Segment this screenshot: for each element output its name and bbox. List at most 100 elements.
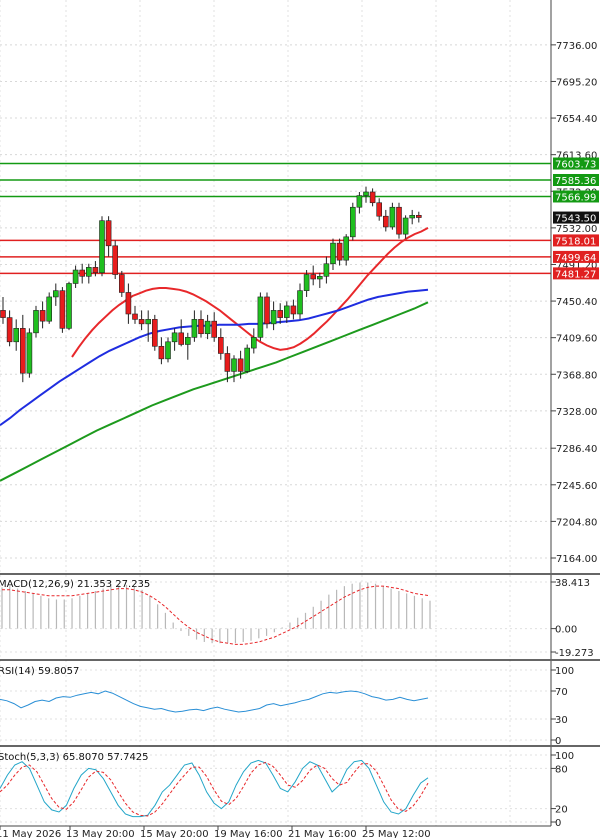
rsi-tick-label: 0 xyxy=(555,736,561,747)
candle-body xyxy=(171,332,178,343)
candle-body xyxy=(382,215,389,228)
candle-body xyxy=(211,320,217,338)
macd-tick-label: -19.273 xyxy=(555,648,594,659)
price-tick-label: 7695.20 xyxy=(556,77,597,88)
candle-body xyxy=(336,242,343,261)
candle-body xyxy=(165,341,171,360)
candle-body xyxy=(264,296,270,325)
macd-histogram xyxy=(1,582,431,644)
stoch-k-line xyxy=(0,759,429,818)
time-label: 15 May 20:00 xyxy=(140,829,209,838)
resistance-label-box xyxy=(553,173,599,186)
rsi-axis-ticks: 100 70 30 0 xyxy=(551,666,574,747)
candle-body xyxy=(33,310,39,334)
candle-body xyxy=(152,319,158,347)
time-axis-labels: 11 May 2026 13 May 20:00 15 May 20:00 19 Ma… xyxy=(0,826,431,838)
candle-body xyxy=(396,206,402,235)
macd-tick-label: 38.413 xyxy=(555,578,590,589)
price-tick-label: 7368.80 xyxy=(556,370,597,381)
candle-body xyxy=(231,358,237,372)
time-label: 21 May 16:00 xyxy=(288,829,357,838)
candle-body xyxy=(105,220,112,247)
candle-body xyxy=(145,319,151,325)
candle-body xyxy=(310,274,317,280)
candle-body xyxy=(178,332,184,345)
support-label-box xyxy=(553,267,599,280)
stoch-label: Stoch(5,3,3) 65.8070 57.7425 xyxy=(0,752,149,763)
candle-body xyxy=(277,310,284,318)
resistance-label-box xyxy=(553,157,599,170)
price-tick-label: 7245.60 xyxy=(556,481,597,492)
candle-body xyxy=(316,276,323,280)
macd-tick-label: 0.00 xyxy=(555,625,577,636)
price-tick-label: 7613.60 xyxy=(556,151,597,162)
macd-signal-line xyxy=(2,585,431,645)
candle-body xyxy=(79,269,85,277)
price-tick-label: 7450.40 xyxy=(556,297,597,308)
macd-label: MACD(12,26,9) 21.353 27.235 xyxy=(0,579,150,590)
price-axis-ticks: 7736.007695.207654.407613.607572.807532.… xyxy=(551,41,597,565)
candle-body xyxy=(204,320,211,335)
stoch-tick-label: 0 xyxy=(555,818,561,829)
price-tick-label: 7409.60 xyxy=(556,334,597,345)
current-price-box xyxy=(553,211,599,224)
candle-body xyxy=(224,353,231,372)
moving-average-line xyxy=(71,227,429,358)
macd-grid xyxy=(0,581,551,653)
candle-body xyxy=(323,263,330,277)
rsi-label: RSI(14) 59.8057 xyxy=(0,666,79,677)
candle-body xyxy=(185,337,191,345)
time-label: 19 May 16:00 xyxy=(214,829,283,838)
resistance-label: 7603.73 xyxy=(555,160,596,171)
candle-body xyxy=(270,310,277,325)
resistance-label: 7585.36 xyxy=(555,176,596,187)
price-tick-label: 7491.20 xyxy=(556,260,597,271)
candle-body xyxy=(290,305,297,315)
support-label: 7499.64 xyxy=(555,253,596,264)
rsi-grid xyxy=(0,669,551,741)
stoch-tick-label: 20 xyxy=(555,805,568,816)
time-label: 13 May 20:00 xyxy=(66,829,135,838)
macd-panel: MACD(12,26,9) 21.353 27.235 38.413 0.00 -1… xyxy=(0,573,600,659)
support-label: 7481.27 xyxy=(555,269,596,280)
candle-body xyxy=(330,242,336,265)
price-tick-label: 7164.00 xyxy=(556,554,597,565)
candle-body xyxy=(369,191,376,204)
stoch-axis-ticks: 100 80 20 0 xyxy=(551,751,574,829)
price-tick-label: 7286.40 xyxy=(556,444,597,455)
current-price-label: 7543.50 xyxy=(555,214,596,225)
candle-body xyxy=(303,274,310,291)
rsi-panel: RSI(14) 59.8057 100 70 30 0 xyxy=(0,659,600,747)
candle-body xyxy=(389,206,396,228)
rsi-tick-label: 70 xyxy=(555,687,568,698)
candle-body xyxy=(158,345,165,360)
rsi-tick-label: 30 xyxy=(555,715,568,726)
price-grid xyxy=(0,0,551,826)
candle-body xyxy=(112,245,118,275)
time-label: 25 May 12:00 xyxy=(362,829,431,838)
support-label: 7518.01 xyxy=(555,236,596,247)
time-label: 11 May 2026 xyxy=(0,829,61,838)
candle-body xyxy=(26,332,33,374)
candle-body xyxy=(415,215,422,218)
candle-body xyxy=(198,319,204,335)
price-tick-label: 7654.40 xyxy=(556,114,597,125)
support-resistance-levels xyxy=(0,162,551,275)
candle-body xyxy=(125,292,132,315)
candle-body xyxy=(402,217,409,235)
candle-body xyxy=(349,206,356,238)
stoch-grid xyxy=(0,754,551,823)
candle-body xyxy=(343,236,350,261)
rsi-line xyxy=(0,690,429,713)
moving-average-line xyxy=(0,301,429,482)
candle-body xyxy=(6,317,13,343)
candle-body xyxy=(244,347,250,372)
candle-body xyxy=(86,267,92,277)
candle-body xyxy=(283,305,290,318)
candle-body xyxy=(363,191,369,196)
candle-body xyxy=(218,337,224,354)
level-labels: 7603.73 7585.36 7566.99 7518.01 7499.64 7481.… xyxy=(553,157,599,280)
candle-body xyxy=(297,290,303,315)
support-label-box xyxy=(553,234,599,247)
